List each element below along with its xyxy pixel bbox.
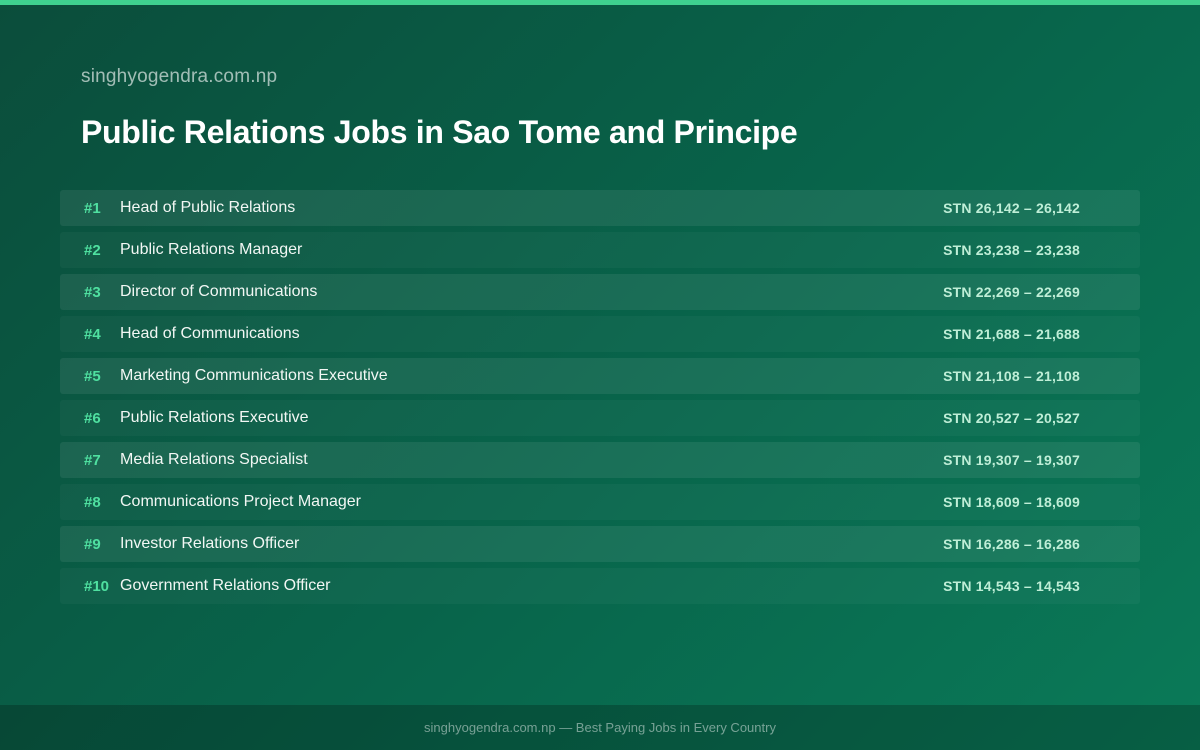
- job-salary: STN 21,108 – 21,108: [943, 368, 1080, 384]
- job-title: Media Relations Specialist: [120, 451, 308, 468]
- job-row[interactable]: #4 Head of Communications STN 21,688 – 2…: [60, 316, 1140, 352]
- job-row[interactable]: #7 Media Relations Specialist STN 19,307…: [60, 442, 1140, 478]
- job-row[interactable]: #3 Director of Communications STN 22,269…: [60, 274, 1140, 310]
- job-rank: #1: [84, 199, 101, 217]
- job-salary: STN 22,269 – 22,269: [943, 284, 1080, 300]
- job-title: Public Relations Manager: [120, 241, 303, 258]
- job-rank: #7: [84, 451, 101, 469]
- job-rank: #4: [84, 325, 101, 343]
- job-row[interactable]: #6 Public Relations Executive STN 20,527…: [60, 400, 1140, 436]
- job-row[interactable]: #2 Public Relations Manager STN 23,238 –…: [60, 232, 1140, 268]
- job-title: Head of Communications: [120, 325, 300, 342]
- job-salary: STN 18,609 – 18,609: [943, 494, 1080, 510]
- job-row[interactable]: #5 Marketing Communications Executive ST…: [60, 358, 1140, 394]
- footer: singhyogendra.com.np — Best Paying Jobs …: [0, 705, 1200, 750]
- job-rank: #3: [84, 283, 101, 301]
- job-row[interactable]: #9 Investor Relations Officer STN 16,286…: [60, 526, 1140, 562]
- job-rank: #6: [84, 409, 101, 427]
- job-row[interactable]: #1 Head of Public Relations STN 26,142 –…: [60, 190, 1140, 226]
- job-salary: STN 19,307 – 19,307: [943, 452, 1080, 468]
- job-title: Head of Public Relations: [120, 199, 296, 216]
- job-title: Director of Communications: [120, 283, 318, 300]
- job-rank: #5: [84, 367, 101, 385]
- job-salary: STN 23,238 – 23,238: [943, 242, 1080, 258]
- job-salary: STN 20,527 – 20,527: [943, 410, 1080, 426]
- job-salary: STN 21,688 – 21,688: [943, 326, 1080, 342]
- accent-bar: [0, 0, 1200, 5]
- job-rank: #8: [84, 493, 101, 511]
- job-title: Communications Project Manager: [120, 493, 361, 510]
- job-rank: #10: [84, 577, 110, 595]
- job-list: #1 Head of Public Relations STN 26,142 –…: [60, 190, 1140, 610]
- job-salary: STN 14,543 – 14,543: [943, 578, 1080, 594]
- job-rank: #9: [84, 535, 101, 553]
- job-title: Government Relations Officer: [120, 577, 331, 594]
- footer-text: singhyogendra.com.np — Best Paying Jobs …: [424, 720, 776, 735]
- job-title: Marketing Communications Executive: [120, 367, 388, 384]
- job-salary: STN 16,286 – 16,286: [943, 536, 1080, 552]
- job-salary: STN 26,142 – 26,142: [943, 200, 1080, 216]
- job-row[interactable]: #10 Government Relations Officer STN 14,…: [60, 568, 1140, 604]
- job-row[interactable]: #8 Communications Project Manager STN 18…: [60, 484, 1140, 520]
- job-title: Public Relations Executive: [120, 409, 309, 426]
- job-rank: #2: [84, 241, 101, 259]
- site-name[interactable]: singhyogendra.com.np: [81, 66, 278, 87]
- page-title: Public Relations Jobs in Sao Tome and Pr…: [81, 114, 798, 150]
- job-title: Investor Relations Officer: [120, 535, 300, 552]
